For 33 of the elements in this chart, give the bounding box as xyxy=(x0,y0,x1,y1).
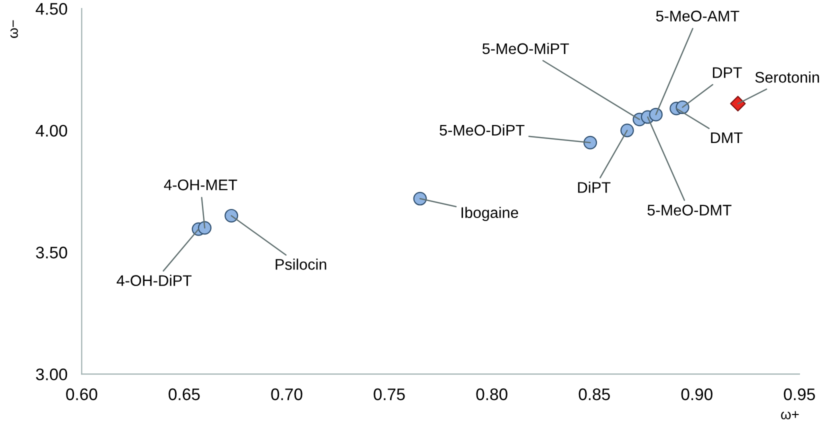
point xyxy=(730,96,746,112)
y-tick-label: 3.00 xyxy=(36,368,68,380)
y-tick-label: 4.00 xyxy=(36,124,68,137)
x-tick-label: 0.70 xyxy=(271,388,302,400)
annotation: 5-MeO-DMT xyxy=(648,204,732,216)
annotation: DPT xyxy=(712,67,742,78)
x-tick-label: 0.60 xyxy=(66,388,98,400)
x-tick-label: 0.75 xyxy=(374,388,405,400)
annotation: 5-MeO-AMT xyxy=(656,10,740,22)
annotation: Serotonin xyxy=(755,72,819,83)
annotation: 4-OH-MET xyxy=(164,180,238,190)
annotation: 5-MeO-MiPT xyxy=(482,42,569,54)
point xyxy=(649,108,663,122)
point xyxy=(620,124,634,138)
x-tick-label: 0.65 xyxy=(168,388,200,400)
point xyxy=(583,136,598,150)
y-tick-label: 4.50 xyxy=(36,3,68,15)
y-axis-title: ω− xyxy=(10,20,18,38)
annotation: DMT xyxy=(711,132,743,144)
point xyxy=(224,208,238,222)
annotation: 4-OH-DiPT xyxy=(116,274,192,286)
annotation: DiPT xyxy=(578,182,610,193)
annotation: Psilocin xyxy=(276,258,326,270)
x-tick-label: 0.95 xyxy=(784,388,815,400)
point xyxy=(413,192,427,206)
annotation: 5-MeO-DiPT xyxy=(440,124,524,136)
x-tick-label: 0.90 xyxy=(681,388,712,400)
x-tick-label: 0.80 xyxy=(476,388,508,400)
annotation: Ibogaine xyxy=(462,206,518,222)
y-tick-label: 3.50 xyxy=(36,246,68,258)
x-axis-title: ω+ xyxy=(781,411,799,420)
point xyxy=(198,221,212,235)
x-tick-label: 0.85 xyxy=(578,388,610,400)
